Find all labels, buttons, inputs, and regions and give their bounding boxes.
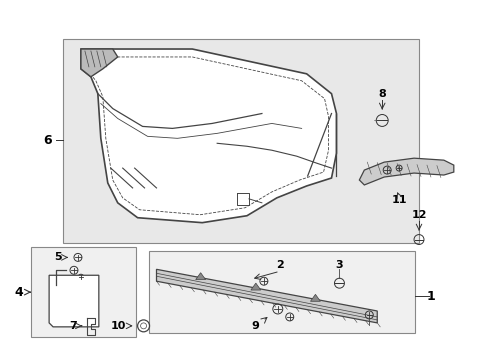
Polygon shape <box>196 273 206 280</box>
Polygon shape <box>156 269 377 323</box>
Polygon shape <box>251 283 261 290</box>
Polygon shape <box>311 294 320 301</box>
Text: 11: 11 <box>392 195 407 205</box>
Text: 1: 1 <box>427 289 435 303</box>
Text: 4: 4 <box>15 285 24 299</box>
Polygon shape <box>49 275 99 327</box>
Text: 7: 7 <box>69 321 77 331</box>
Bar <box>148 251 415 333</box>
Polygon shape <box>81 49 337 223</box>
Text: 12: 12 <box>411 210 427 220</box>
Text: 10: 10 <box>111 321 126 331</box>
Bar <box>31 247 136 337</box>
Bar <box>63 39 419 243</box>
Text: 8: 8 <box>378 89 386 99</box>
Polygon shape <box>359 158 454 185</box>
Text: 6: 6 <box>43 134 51 147</box>
Text: 5: 5 <box>54 252 62 262</box>
Text: 3: 3 <box>336 260 343 270</box>
Text: 9: 9 <box>251 321 259 331</box>
Text: 2: 2 <box>276 260 284 270</box>
Polygon shape <box>81 49 118 77</box>
